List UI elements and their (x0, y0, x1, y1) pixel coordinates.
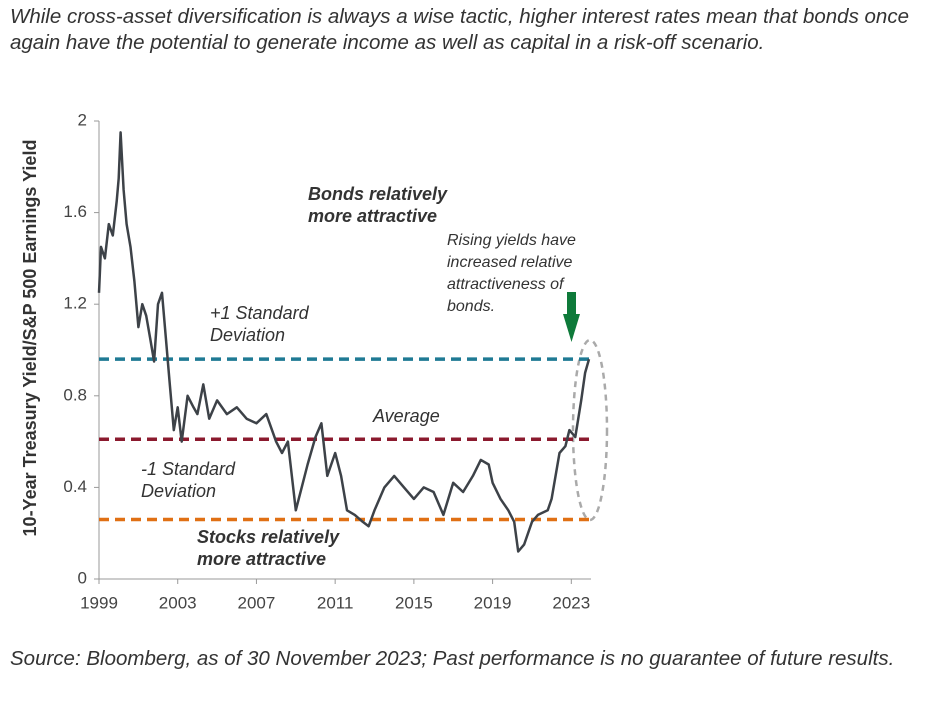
y-tick-label: 0.4 (63, 477, 87, 496)
annotation: Bonds relatively more attractive (308, 184, 448, 226)
y-tick-label: 2 (78, 110, 87, 129)
annotation: Stocks relatively more attractive (197, 527, 340, 569)
highlight-ellipse (571, 338, 609, 522)
data-line (97, 131, 591, 553)
reference-label: -1 Standard Deviation (141, 459, 236, 501)
arrow-head (563, 314, 580, 342)
reference-label: Average (373, 406, 440, 426)
x-tick-label: 2015 (395, 593, 433, 612)
y-tick-label: 0 (78, 568, 87, 587)
x-tick-label: 2007 (238, 593, 276, 612)
chart-title: While cross-asset diversification is alw… (10, 5, 909, 54)
annotation: Rising yields have increased relative at… (447, 232, 576, 315)
y-tick-label: 1.6 (63, 202, 87, 221)
x-tick-label: 2023 (552, 593, 590, 612)
y-tick-label: 1.2 (63, 294, 87, 313)
x-tick-label: 2003 (159, 593, 197, 612)
reference-label: +1 Standard Deviation (210, 303, 309, 345)
x-tick-label: 1999 (80, 593, 118, 612)
x-tick-label: 2019 (474, 593, 512, 612)
source-note: Source: Bloomberg, as of 30 November 202… (10, 647, 895, 670)
x-tick-label: 2011 (317, 593, 354, 612)
arrow-shaft (567, 292, 576, 316)
y-tick-label: 0.8 (63, 385, 87, 404)
